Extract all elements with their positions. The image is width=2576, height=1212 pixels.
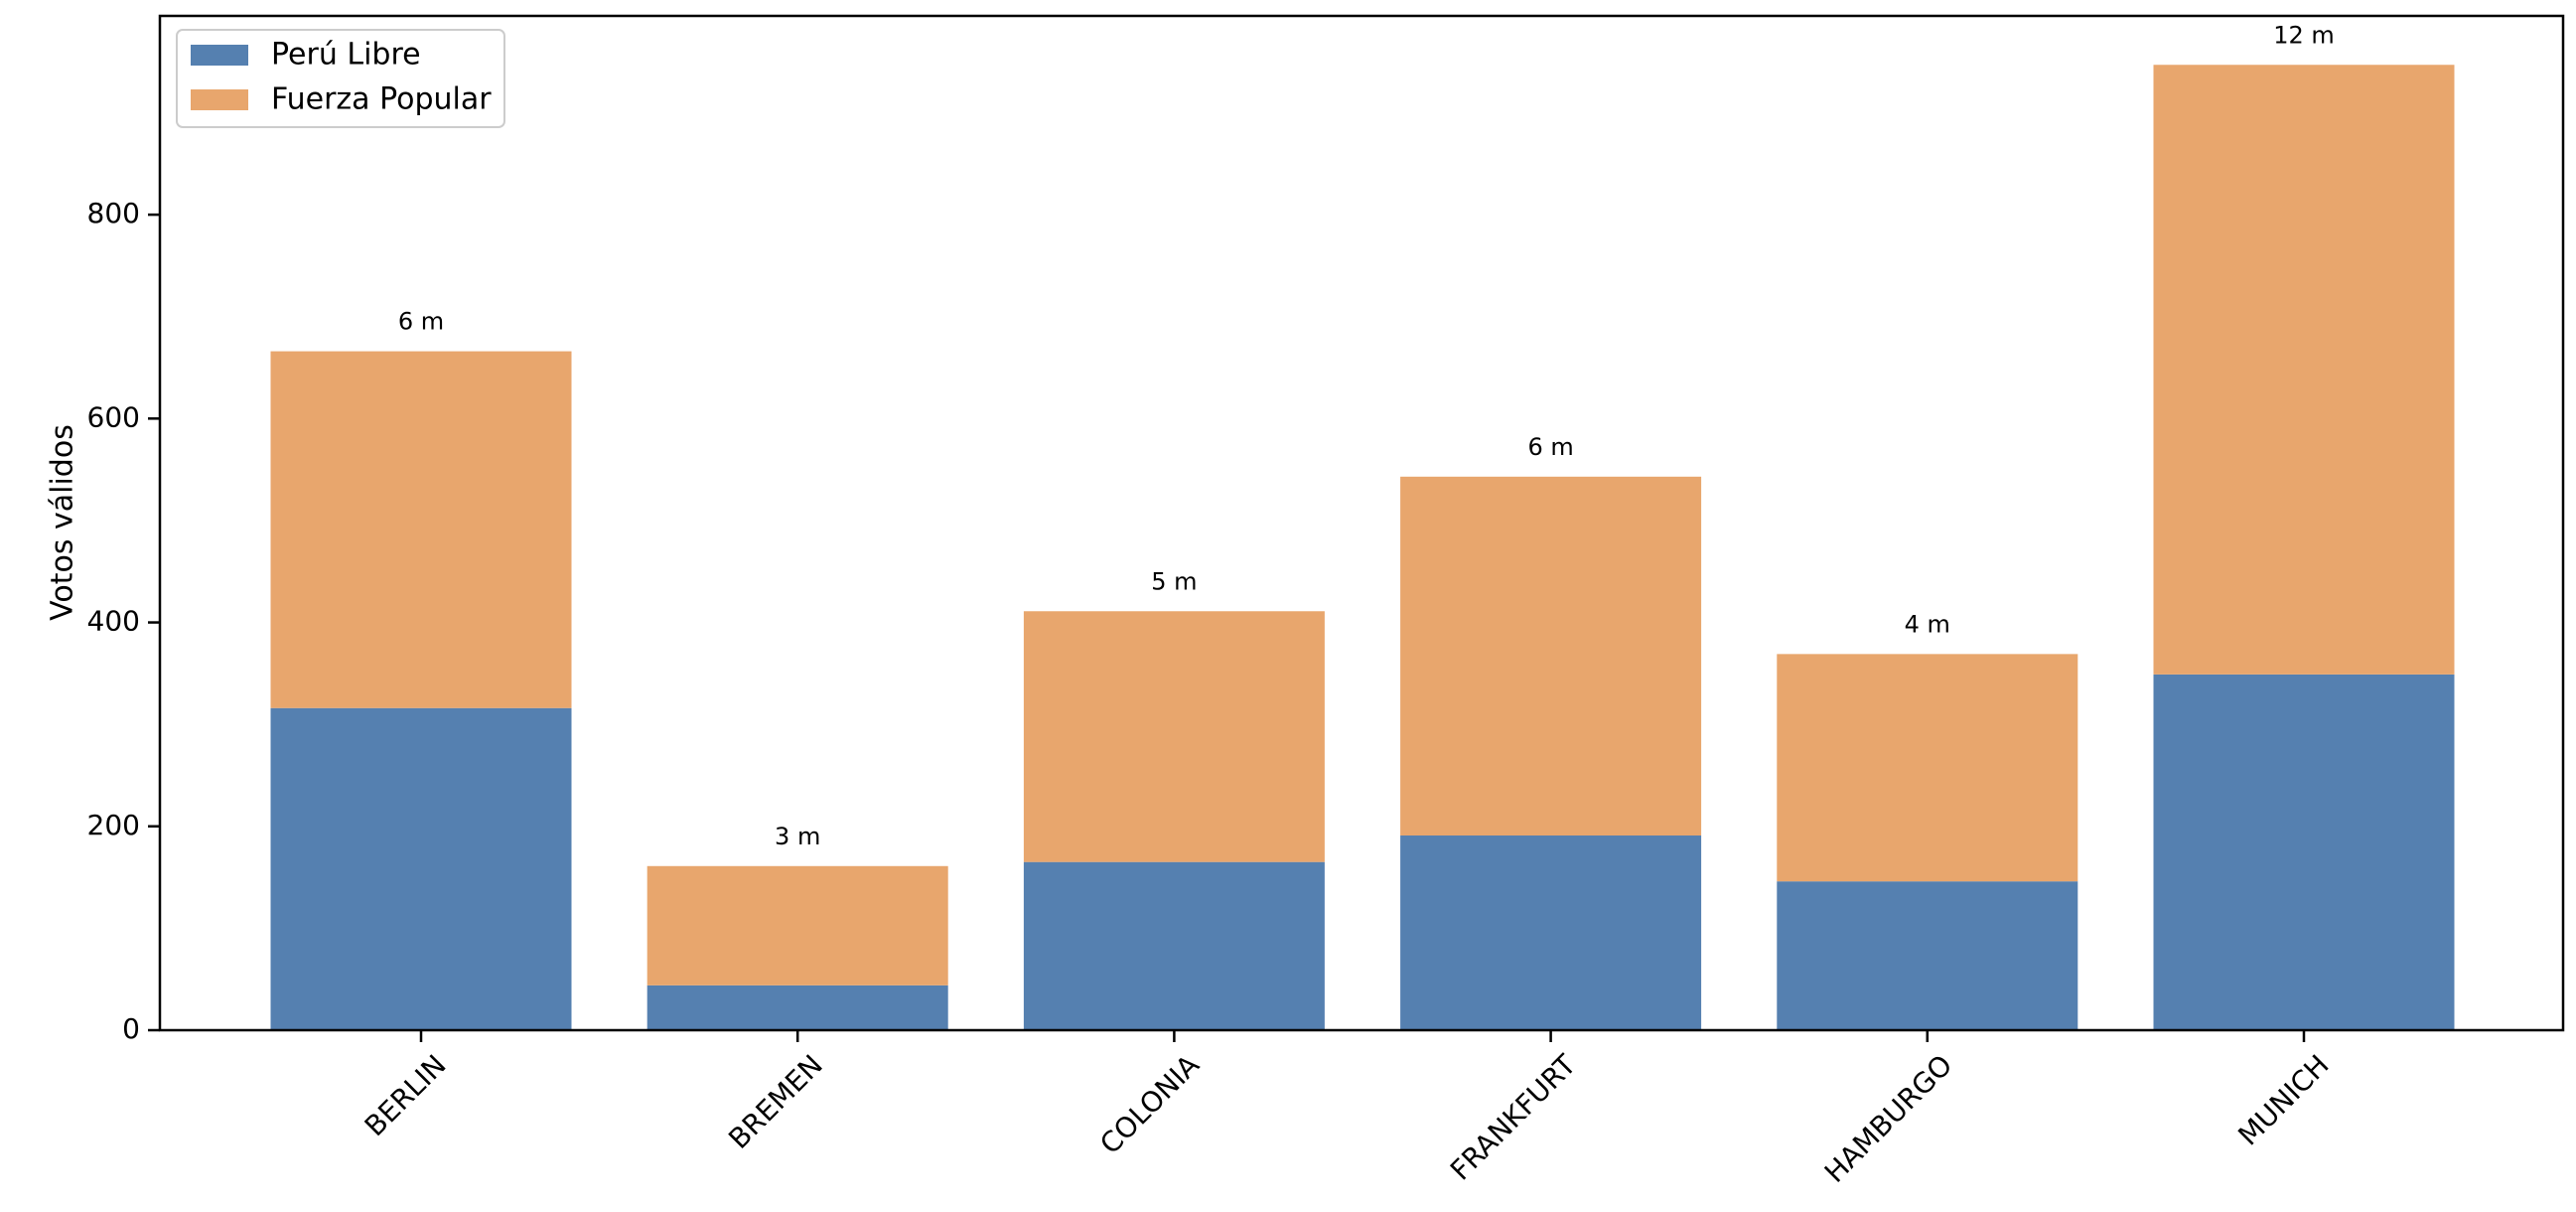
bar-frankfurt-series-1 <box>1400 835 1702 1030</box>
x-tick-label: BERLIN <box>358 1048 453 1142</box>
legend-label: Perú Libre <box>271 38 421 73</box>
legend: Perú Libre Fuerza Popular <box>176 29 505 128</box>
bar-total-label: 4 m <box>1905 610 1950 638</box>
bar-colonia-series-1 <box>1023 861 1325 1030</box>
legend-swatch <box>191 89 248 110</box>
x-tick-label: FRANKFURT <box>1444 1048 1583 1187</box>
bar-labels-layer: 6 m 3 m 5 m 6 m 4 m 12 m <box>398 21 2335 850</box>
bar-berlin-series-2 <box>270 351 572 708</box>
bar-total-label: 3 m <box>775 823 820 850</box>
y-tick-label: 0 <box>122 1012 140 1045</box>
x-axis: BERLIN BREMEN COLONIA FRANKFURT HAMBURGO MUNI… <box>358 1030 2336 1189</box>
bar-bremen-series-1 <box>646 985 948 1030</box>
x-tick-label: HAMBURGO <box>1818 1048 1959 1189</box>
y-tick-label: 200 <box>87 809 140 841</box>
bar-total-label: 6 m <box>1527 433 1573 461</box>
plot-frame <box>158 14 2565 1032</box>
bar-total-label: 6 m <box>398 308 444 336</box>
bar-hamburgo-series-2 <box>1777 654 2078 882</box>
bar-munich-series-1 <box>2153 674 2455 1030</box>
x-tick-label: BREMEN <box>722 1048 829 1155</box>
y-axis: 0 200 400 600 800 <box>87 197 160 1045</box>
bar-total-label: 12 m <box>2273 21 2335 49</box>
x-tick-label: MUNICH <box>2231 1048 2335 1151</box>
bar-colonia-series-2 <box>1023 611 1325 862</box>
legend-swatch <box>191 45 248 66</box>
y-tick-label: 400 <box>87 605 140 638</box>
bar-bremen-series-2 <box>646 865 948 985</box>
x-tick-label: COLONIA <box>1093 1048 1206 1160</box>
y-axis-title: Votos válidos <box>46 424 80 621</box>
bar-berlin-series-1 <box>270 707 572 1030</box>
bar-munich-series-2 <box>2153 65 2455 675</box>
bar-total-label: 5 m <box>1151 567 1197 595</box>
bars-layer <box>270 65 2455 1030</box>
y-tick-label: 800 <box>87 197 140 229</box>
y-tick-label: 600 <box>87 400 140 433</box>
bar-frankfurt-series-2 <box>1400 476 1702 836</box>
legend-label: Fuerza Popular <box>271 82 492 117</box>
bar-hamburgo-series-1 <box>1777 881 2078 1030</box>
legend-frame <box>176 29 505 128</box>
